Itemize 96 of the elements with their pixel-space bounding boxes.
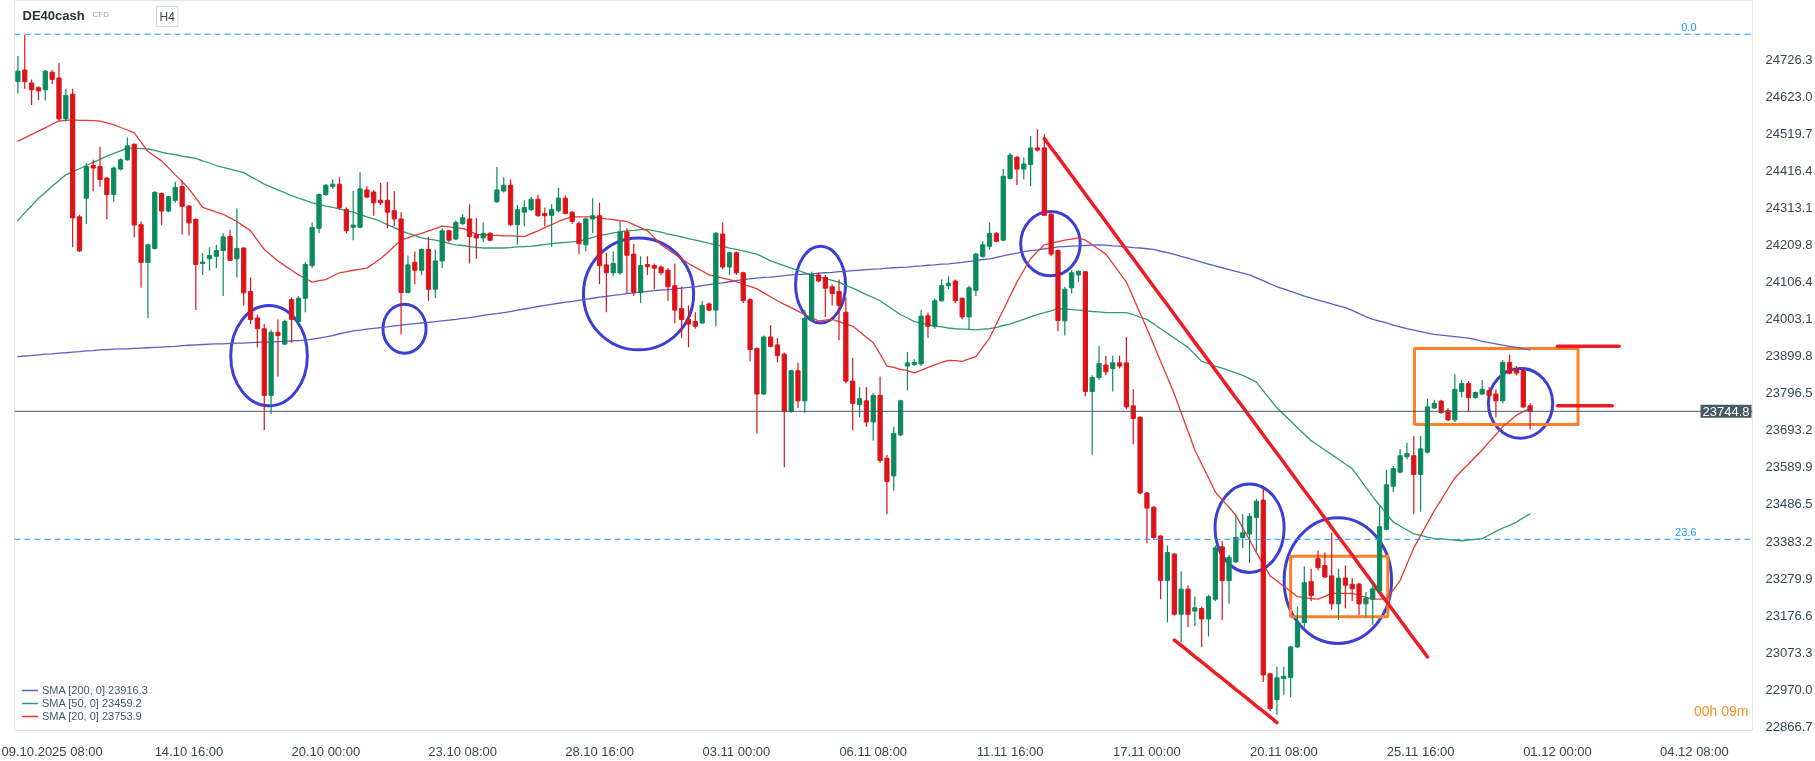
- y-tick-label: 24623.0: [1765, 88, 1813, 104]
- x-tick-label: 25.11 16:00: [1386, 743, 1455, 759]
- candlestick: [254, 314, 261, 348]
- candlestick: [1199, 605, 1205, 648]
- candlestick: [1014, 155, 1020, 186]
- candlestick: [1103, 355, 1109, 376]
- legend-label: SMA [50, 0] 23459.2: [42, 697, 142, 709]
- candlestick: [774, 337, 781, 364]
- line-series: [17, 244, 1531, 358]
- candlestick: [576, 220, 582, 255]
- line-series: [1042, 136, 1430, 659]
- legend-label: SMA [200, 0] 23916.3: [42, 684, 148, 696]
- candlestick: [986, 221, 993, 251]
- x-tick-label: 23.10 08:00: [428, 743, 498, 759]
- candlestick: [904, 351, 911, 392]
- candlestick: [234, 207, 240, 279]
- candlestick: [63, 88, 69, 122]
- candlestick: [1308, 568, 1314, 602]
- y-tick-label: 22970.0: [1765, 681, 1813, 697]
- candlestick: [124, 136, 131, 162]
- candlestick: [1034, 128, 1041, 153]
- y-tick-label: 24003.1: [1765, 311, 1813, 327]
- candlestick: [1205, 593, 1212, 638]
- y-tick-label: 24313.1: [1765, 199, 1813, 215]
- candlestick: [295, 295, 302, 324]
- candlestick: [336, 176, 343, 211]
- candlestick: [685, 304, 692, 348]
- annotation: 00h 09m: [1694, 702, 1749, 719]
- y-tick-label: 23693.2: [1765, 422, 1813, 438]
- x-tick-label: 20.10 00:00: [291, 743, 361, 759]
- x-tick-label: 01.12 00:00: [1523, 743, 1592, 759]
- candlestick: [850, 357, 856, 431]
- candlestick: [343, 206, 349, 234]
- candlestick: [15, 55, 21, 95]
- y-tick-label: 22866.7: [1765, 718, 1813, 734]
- candlestick: [1411, 435, 1417, 515]
- candlestick: [275, 318, 281, 378]
- y-tick-label: 23383.2: [1765, 533, 1813, 549]
- line-series: [17, 147, 1531, 542]
- x-tick-label: 20.11 08:00: [1249, 743, 1318, 759]
- y-tick-label: 23486.5: [1765, 496, 1813, 512]
- x-tick-label: 06.11 08:00: [839, 743, 908, 759]
- candlestick: [473, 217, 479, 260]
- y-tick-label: 24106.4: [1765, 274, 1813, 290]
- candlestick: [1465, 380, 1472, 413]
- x-tick-label: 14.10 16:00: [154, 743, 224, 759]
- y-tick-label: 24209.8: [1765, 237, 1813, 252]
- x-tick-label: 11.11 16:00: [976, 743, 1044, 759]
- y-tick-label: 23176.6: [1765, 607, 1813, 623]
- candlestick: [200, 252, 206, 276]
- candlestick: [206, 246, 213, 272]
- x-tick-label: 03.11 00:00: [702, 743, 771, 759]
- text: CFD: [92, 9, 110, 19]
- candlestick: [480, 221, 486, 243]
- candlestick: [939, 278, 945, 303]
- candlestick: [549, 203, 555, 248]
- candlestick: [603, 252, 609, 313]
- legend-label: SMA [20, 0] 23753.9: [42, 710, 142, 722]
- candlestick: [644, 255, 651, 276]
- annotation: 0.0: [1681, 21, 1697, 34]
- x-tick-label: 17.11 00:00: [1113, 743, 1181, 759]
- candlestick: [289, 296, 295, 344]
- candlestick: [28, 78, 35, 106]
- candlestick: [412, 251, 418, 285]
- candlestick: [22, 34, 28, 90]
- candlestick: [158, 191, 165, 226]
- x-tick-label: 09.10.2025 08:00: [1, 743, 103, 759]
- text: DE40cash: [22, 7, 85, 23]
- candlestick: [925, 311, 931, 339]
- y-tick-label: 23073.3: [1765, 644, 1813, 660]
- annotation: H4: [159, 9, 176, 24]
- candlestick: [1253, 498, 1260, 553]
- candlestick: [863, 386, 870, 428]
- candlestick: [1069, 269, 1075, 295]
- y-tick-label: 24519.7: [1765, 125, 1813, 141]
- y-tick-label: 23899.8: [1765, 348, 1813, 364]
- y-tick-label: 24726.3: [1765, 51, 1813, 67]
- y-tick-label: 23796.5: [1765, 385, 1813, 401]
- y-tick-label: 23589.9: [1765, 459, 1813, 475]
- candlestick: [419, 247, 425, 276]
- candlestick: [282, 318, 288, 346]
- candlestick: [172, 181, 178, 204]
- candlestick: [1192, 596, 1198, 627]
- x-tick-label: 28.10 16:00: [565, 743, 634, 759]
- x-tick-label: 04.12 08:00: [1660, 743, 1729, 759]
- ref-line-label: 23744.8: [1702, 403, 1750, 419]
- annotation: 23.6: [1675, 526, 1697, 539]
- candlestick: [555, 187, 562, 213]
- line-series: [1172, 638, 1279, 725]
- y-tick-label: 23279.9: [1765, 570, 1813, 586]
- candlestick: [227, 229, 233, 262]
- candlestick: [466, 203, 473, 265]
- candlestick: [42, 69, 48, 101]
- candlestick: [1110, 355, 1116, 393]
- y-tick-label: 24416.4: [1765, 162, 1813, 178]
- candlestick: [856, 386, 863, 418]
